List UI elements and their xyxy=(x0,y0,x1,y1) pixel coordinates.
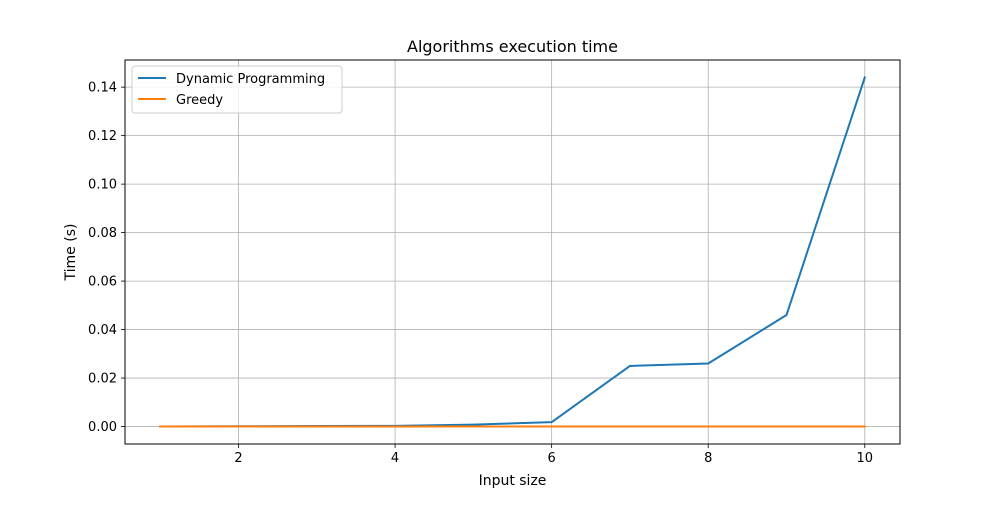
chart-title: Algorithms execution time xyxy=(407,37,618,56)
y-tick-label: 0.06 xyxy=(88,275,117,290)
series-lines xyxy=(159,76,867,428)
y-tick-label: 0.02 xyxy=(88,372,117,387)
legend-label-dynamic-programming: Dynamic Programming xyxy=(176,72,325,87)
y-tick-label: 0.04 xyxy=(88,323,117,338)
y-axis-ticks: 0.00 0.02 0.04 0.06 0.08 0.10 0.12 0.14 xyxy=(88,81,125,435)
y-tick-label: 0.14 xyxy=(88,81,117,96)
y-tick-label: 0.12 xyxy=(88,129,117,144)
legend-box xyxy=(131,65,343,114)
legend-label-greedy: Greedy xyxy=(176,93,223,108)
grid xyxy=(125,60,900,444)
x-axis-ticks: 2 4 6 8 10 xyxy=(234,444,873,466)
x-tick-label: 4 xyxy=(391,451,399,466)
y-tick-label: 0.10 xyxy=(88,178,117,193)
x-tick-label: 2 xyxy=(234,451,242,466)
x-tick-label: 6 xyxy=(548,451,556,466)
x-tick-label: 10 xyxy=(856,451,873,466)
x-tick-label: 8 xyxy=(704,451,712,466)
x-axis-label: Input size xyxy=(479,473,547,489)
y-axis-label: Time (s) xyxy=(63,224,79,282)
legend: Dynamic Programming Greedy xyxy=(131,65,343,114)
y-tick-label: 0.00 xyxy=(88,420,117,435)
axes-frame xyxy=(124,59,901,445)
y-tick-label: 0.08 xyxy=(88,226,117,241)
